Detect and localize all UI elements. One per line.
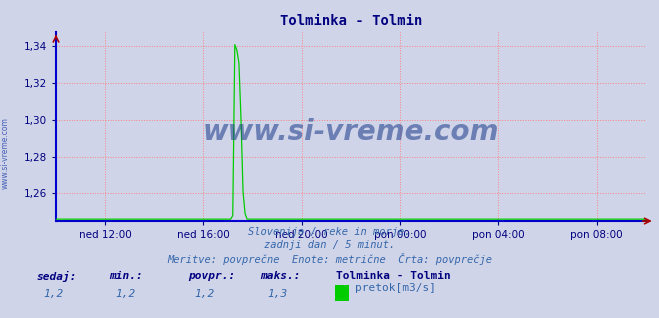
Text: pretok[m3/s]: pretok[m3/s] <box>355 283 436 293</box>
Text: min.:: min.: <box>109 271 142 281</box>
Text: zadnji dan / 5 minut.: zadnji dan / 5 minut. <box>264 240 395 250</box>
Text: 1,2: 1,2 <box>115 289 136 299</box>
Text: 1,2: 1,2 <box>194 289 215 299</box>
Text: www.si-vreme.com: www.si-vreme.com <box>1 117 10 189</box>
Text: Meritve: povprečne  Enote: metrične  Črta: povprečje: Meritve: povprečne Enote: metrične Črta:… <box>167 253 492 265</box>
Text: 1,3: 1,3 <box>267 289 287 299</box>
Text: 1,2: 1,2 <box>43 289 63 299</box>
Text: Slovenija / reke in morje.: Slovenija / reke in morje. <box>248 227 411 237</box>
Title: Tolminka - Tolmin: Tolminka - Tolmin <box>279 14 422 28</box>
Text: www.si-vreme.com: www.si-vreme.com <box>203 118 499 146</box>
Text: povpr.:: povpr.: <box>188 271 235 281</box>
Text: Tolminka - Tolmin: Tolminka - Tolmin <box>336 271 451 281</box>
Text: maks.:: maks.: <box>260 271 301 281</box>
Text: sedaj:: sedaj: <box>36 271 76 282</box>
